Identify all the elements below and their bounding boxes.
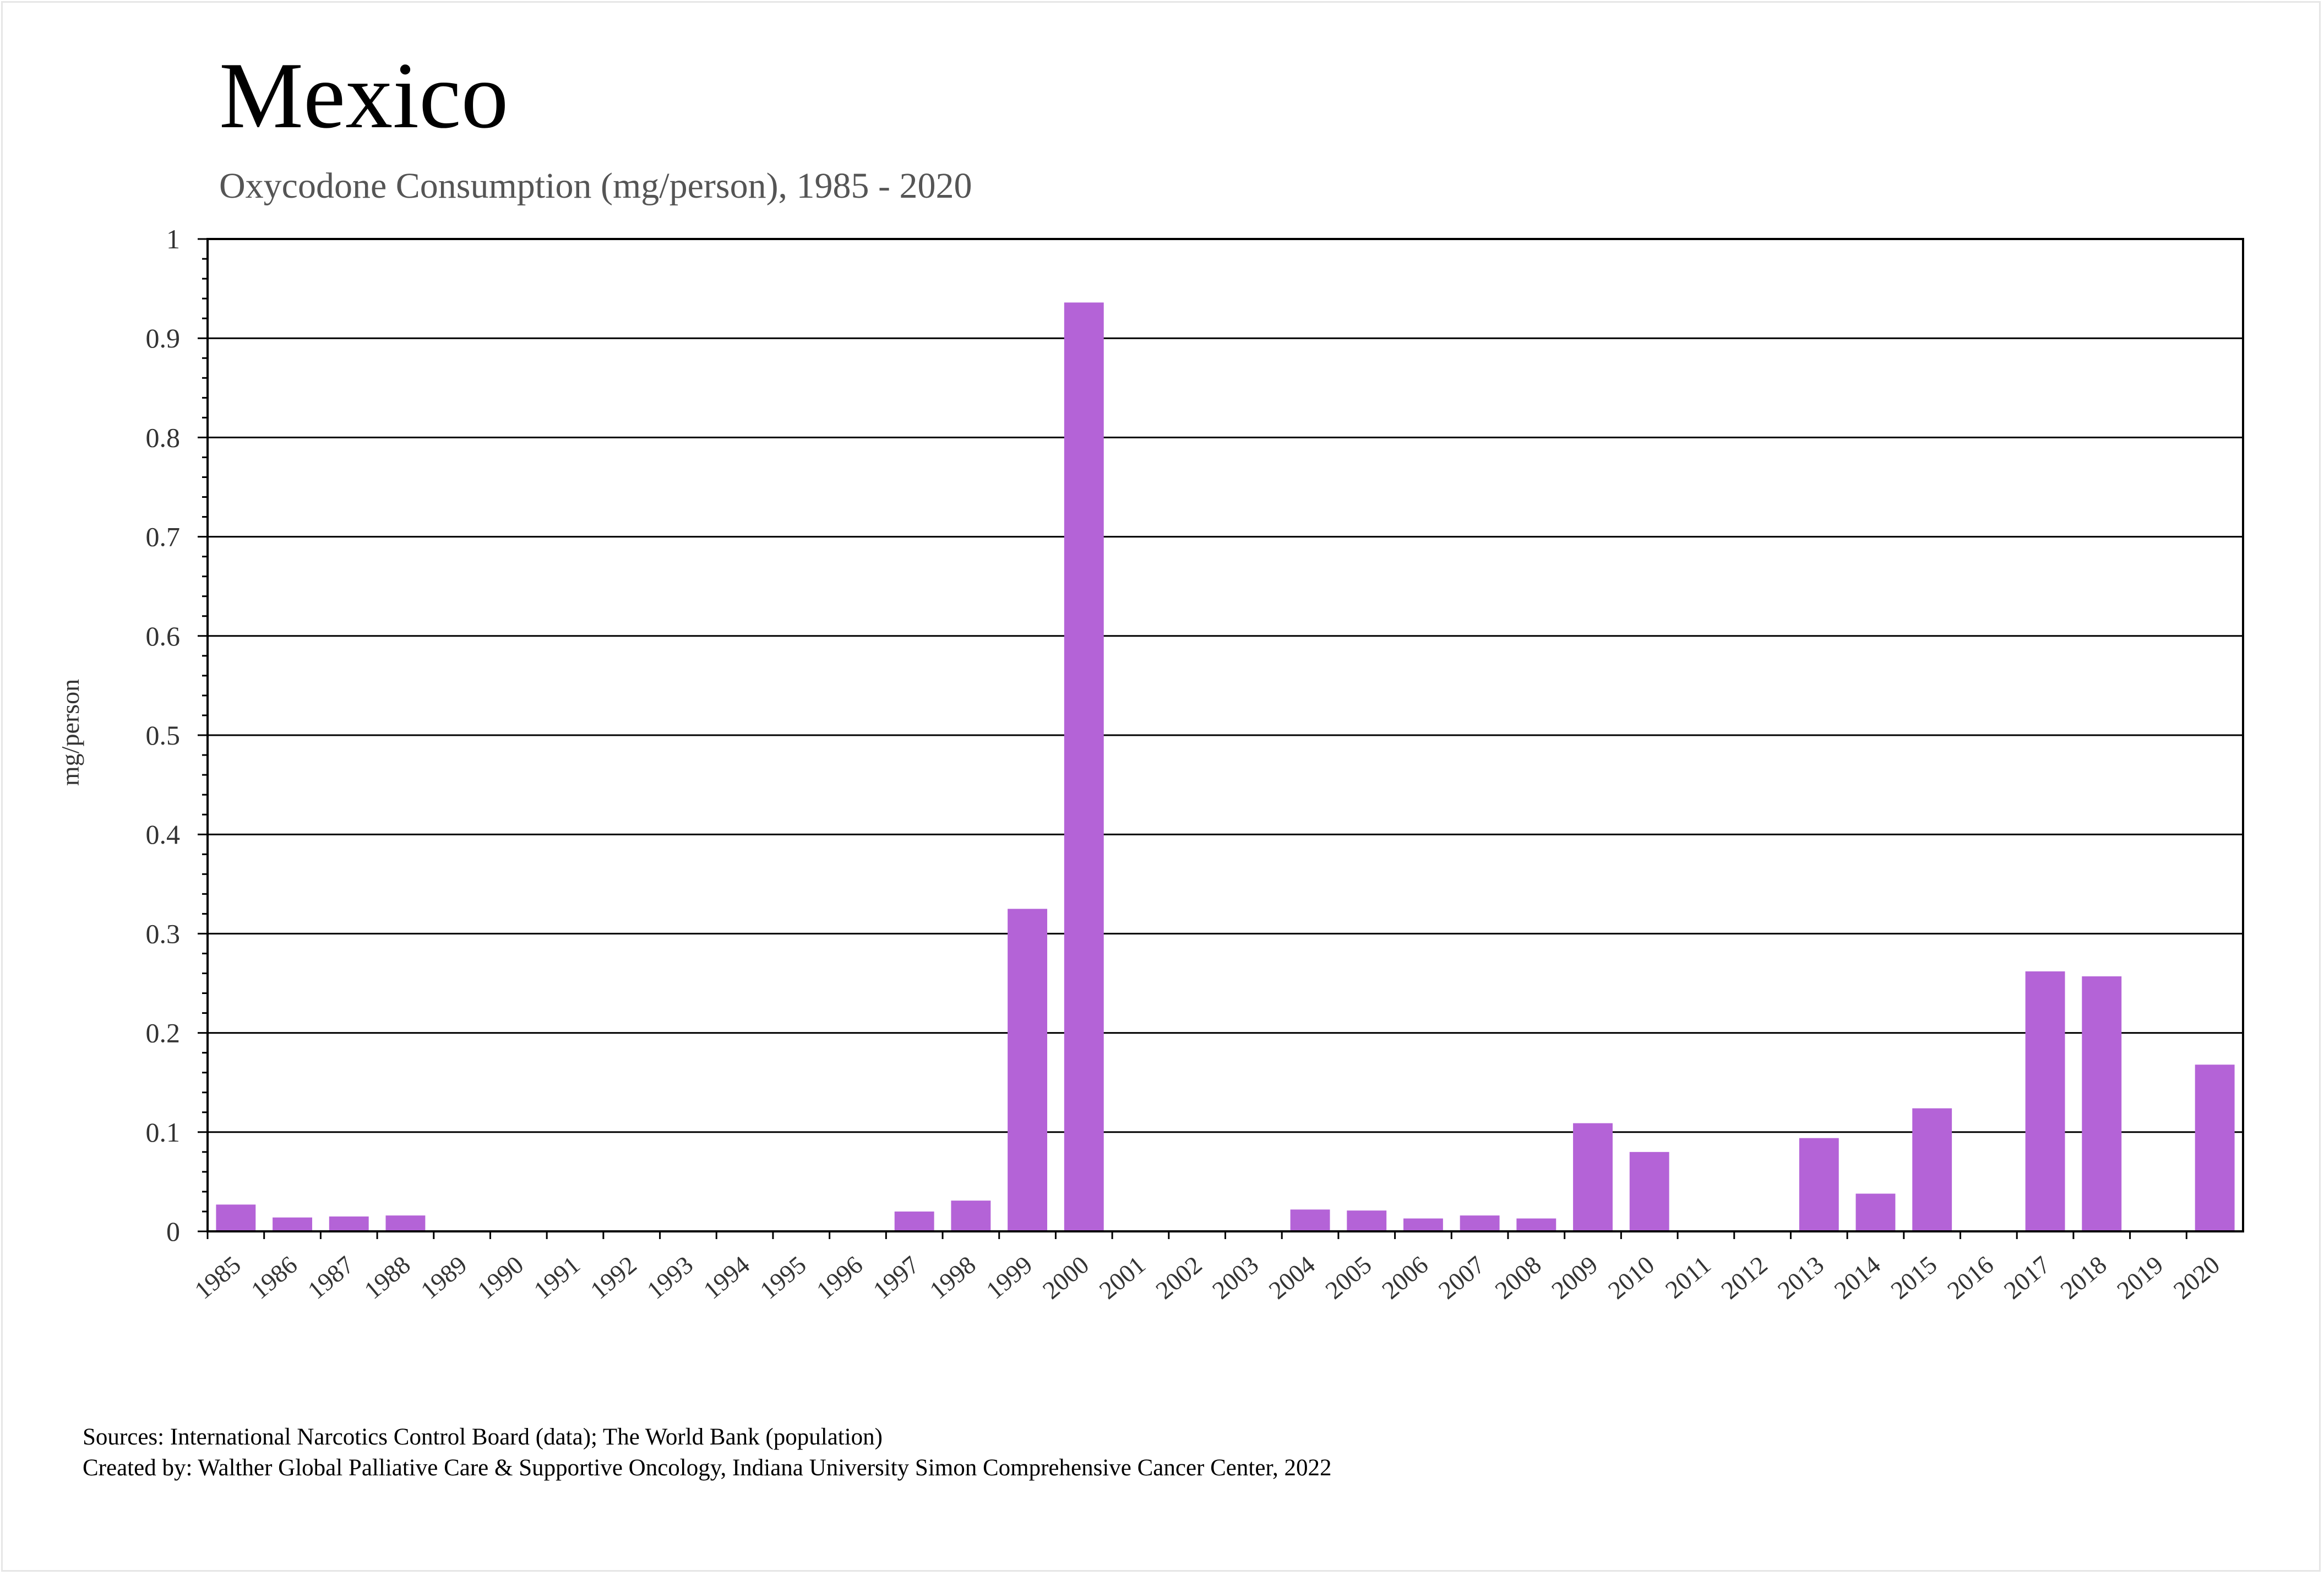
x-tick-label: 2015: [1885, 1251, 1942, 1305]
x-tick-label: 2020: [2168, 1251, 2225, 1305]
x-tick-label: 2014: [1829, 1251, 1886, 1305]
x-tick-labels: 1985 1986 1987 1988 1989 1990 1991 1992 1993 1994…: [189, 1251, 2225, 1305]
x-tick-label: 2007: [1433, 1251, 1490, 1305]
x-tick-label: 2012: [1716, 1251, 1772, 1305]
x-tick-label: 2003: [1207, 1251, 1264, 1305]
x-tick-label: 1996: [811, 1251, 868, 1305]
x-tick-label: 1985: [189, 1251, 246, 1305]
bar-1999: [1008, 909, 1048, 1231]
x-tick-label: 2019: [2111, 1251, 2168, 1305]
bar-2004: [1290, 1209, 1330, 1231]
x-tick-label: 1993: [641, 1251, 698, 1305]
x-tick-label: 1998: [924, 1251, 981, 1305]
y-tick-label: 0.8: [146, 422, 181, 453]
x-tick-label: 1990: [472, 1251, 529, 1305]
bar-1985: [216, 1204, 256, 1231]
bar-1987: [329, 1216, 369, 1231]
x-tick-label: 2016: [1942, 1251, 1999, 1305]
bar-2013: [1799, 1138, 1839, 1231]
bar-2018: [2082, 976, 2122, 1231]
bar-2000: [1064, 302, 1104, 1231]
y-tick-label: 0.5: [146, 720, 181, 751]
x-tick-label: 2002: [1150, 1251, 1207, 1305]
x-tick-label: 2009: [1546, 1251, 1603, 1305]
bar-1998: [951, 1201, 991, 1231]
x-tick-label: 1988: [359, 1251, 416, 1305]
bar-2005: [1347, 1210, 1387, 1231]
bar-2006: [1403, 1218, 1443, 1231]
x-tick-label: 1994: [698, 1251, 755, 1305]
bars: [216, 302, 2235, 1231]
bar-2007: [1460, 1215, 1500, 1231]
chart-title: Mexico: [219, 44, 509, 148]
y-tick-label: 0.9: [146, 323, 181, 354]
x-tick-label: 2006: [1376, 1251, 1433, 1305]
bar-2017: [2025, 971, 2065, 1231]
x-tick-label: 2011: [1660, 1251, 1716, 1304]
y-tick-label: 0.1: [146, 1117, 181, 1148]
y-tick-label: 0.4: [146, 819, 181, 850]
x-tick-label: 2010: [1603, 1251, 1659, 1305]
x-tick-label: 1986: [246, 1251, 302, 1305]
x-tick-label: 2001: [1094, 1251, 1151, 1305]
chart-subtitle: Oxycodone Consumption (mg/person), 1985 …: [219, 166, 972, 206]
bar-2010: [1629, 1152, 1669, 1231]
y-tick-label: 0.2: [146, 1018, 181, 1049]
bar-1986: [273, 1217, 312, 1231]
x-tick-label: 1989: [415, 1251, 472, 1305]
bar-2014: [1855, 1193, 1896, 1231]
y-tick-label: 0.3: [146, 918, 181, 949]
y-tick-label: 1: [166, 224, 180, 254]
x-tick-label: 1991: [529, 1251, 585, 1305]
y-tick-label: 0.7: [146, 522, 181, 552]
bar-2008: [1516, 1218, 1556, 1231]
x-tick-label: 2018: [2055, 1251, 2111, 1305]
y-tick-label: 0: [166, 1216, 180, 1247]
y-tick-labels: 0 0.1 0.2 0.3 0.4 0.5 0.6 0.7 0.8 0.9 1: [146, 224, 181, 1247]
footer: Sources: International Narcotics Control…: [83, 1422, 1332, 1484]
x-tick-label: 2004: [1264, 1251, 1320, 1305]
y-axis-label: mg/person: [56, 679, 84, 786]
bar-2009: [1573, 1123, 1613, 1231]
x-tick-label: 2013: [1772, 1251, 1829, 1305]
gridlines: [208, 238, 2243, 1133]
x-tick-label: 2000: [1037, 1251, 1094, 1305]
x-tick-label: 1999: [981, 1251, 1037, 1305]
x-tick-label: 1995: [754, 1251, 811, 1305]
bar-1988: [385, 1215, 426, 1231]
sources-note: Sources: International Narcotics Control…: [83, 1424, 883, 1450]
credits-note: Created by: Walther Global Palliative Ca…: [83, 1455, 1332, 1481]
axes: [198, 238, 2244, 1239]
bar-1997: [894, 1211, 934, 1231]
x-tick-label: 2017: [1999, 1251, 2055, 1305]
x-tick-label: 1992: [585, 1251, 641, 1305]
plot-frame: [206, 238, 2244, 1232]
bar-2015: [1912, 1108, 1952, 1231]
x-tick-label: 1987: [302, 1251, 359, 1305]
bar-2020: [2195, 1065, 2235, 1231]
x-tick-label: 2005: [1320, 1251, 1376, 1305]
y-tick-label: 0.6: [146, 621, 181, 651]
x-tick-label: 2008: [1489, 1251, 1546, 1305]
x-tick-label: 1997: [868, 1251, 924, 1305]
